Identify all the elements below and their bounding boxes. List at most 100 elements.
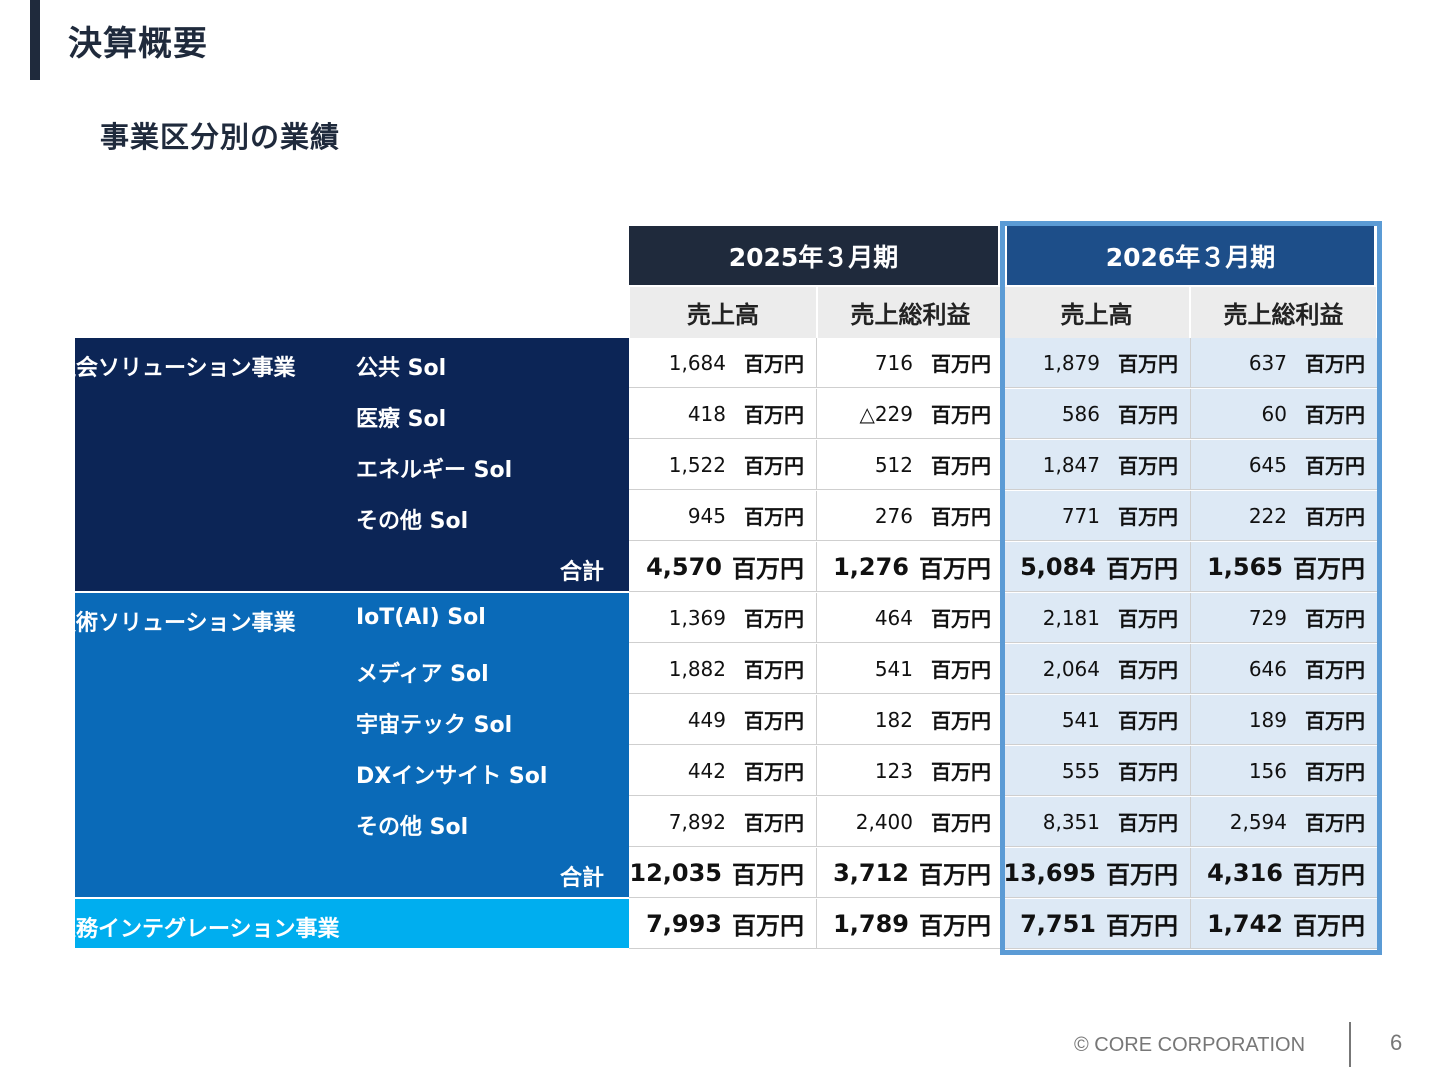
cell-value: 729 [1248,605,1287,630]
cell-value: 123 [874,758,913,783]
cell-unit: 百万円 [1305,811,1365,835]
cell-unit: 百万円 [1118,658,1178,682]
cell-unit: 百万円 [1118,811,1178,835]
table-total-cell: 1,565 百万円 [1191,542,1378,592]
footer-divider [1349,1022,1351,1067]
cell-value: 541 [1061,707,1100,732]
table-cell: 182 百万円 [817,695,1004,745]
cell-unit: 百万円 [931,454,991,478]
table-cell: 771 百万円 [1004,491,1191,541]
segment-name: 産業技術ソリューション事業 [10,611,296,636]
cell-unit: 百万円 [1118,505,1178,529]
cell-unit: 百万円 [1293,861,1365,889]
cell-unit: 百万円 [1118,760,1178,784]
cell-unit: 百万円 [744,658,804,682]
table-cell: 222 百万円 [1191,491,1378,541]
table-cell: 60 百万円 [1191,389,1378,439]
cell-unit: 百万円 [744,760,804,784]
table-cell: 7,892 百万円 [629,797,817,847]
column-header-gross-profit: 売上総利益 [818,287,1003,338]
sub-segment-label: メディア Sol [356,662,489,687]
table-total-cell: 1,276 百万円 [817,542,1004,592]
table-cell: 541 百万円 [1004,695,1191,745]
cell-unit: 百万円 [1106,555,1178,583]
cell-unit: 百万円 [1118,709,1178,733]
cell-value: 156 [1248,758,1287,783]
title-accent-bar [30,0,40,80]
cell-unit: 百万円 [732,861,804,889]
cell-value: 1,879 [1042,350,1100,375]
cell-unit: 百万円 [1305,658,1365,682]
cell-value: 464 [874,605,913,630]
cell-unit: 百万円 [744,607,804,631]
total-value: 1,742 [1207,909,1283,938]
cell-unit: 百万円 [1305,505,1365,529]
table-cell: 716 百万円 [817,338,1004,388]
table-total-cell: 1,742 百万円 [1191,899,1378,949]
cell-unit: 百万円 [931,811,991,835]
table-total-cell: 13,695 百万円 [1003,848,1191,898]
cell-value: 182 [874,707,913,732]
footer-copyright: © CORE CORPORATION [1074,1034,1306,1056]
table-cell: 541 百万円 [817,644,1004,694]
cell-unit: 百万円 [931,505,991,529]
cell-unit: 百万円 [1293,912,1365,940]
table-cell: 276 百万円 [817,491,1004,541]
cell-unit: 百万円 [744,454,804,478]
cell-unit: 百万円 [732,555,804,583]
table-total-cell: 3,712 百万円 [817,848,1004,898]
total-value: 3,712 [833,858,909,887]
total-value: 12,035 [629,858,722,887]
cell-value: 1,684 [668,350,726,375]
table-total-cell: 1,789 百万円 [817,899,1004,949]
table-cell: 645 百万円 [1191,440,1378,490]
total-value: 5,084 [1020,552,1096,581]
total-value: 1,276 [833,552,909,581]
cell-value: 637 [1248,350,1287,375]
cell-unit: 百万円 [931,403,991,427]
cell-value: 1,847 [1042,452,1100,477]
table-cell: 1,684 百万円 [629,338,817,388]
cell-value: 2,181 [1042,605,1100,630]
column-header-gross-profit: 売上総利益 [1191,287,1376,338]
sub-segment-label: その他 Sol [356,815,469,840]
cell-unit: 百万円 [1118,607,1178,631]
cell-value: 1,369 [668,605,726,630]
segment-block [75,899,629,948]
page-title: 決算概要 [68,24,208,64]
cell-unit: 百万円 [931,658,991,682]
cell-value: 418 [687,401,726,426]
segment-name: 顧客業務インテグレーション事業 [10,917,340,942]
total-value: 4,316 [1207,858,1283,887]
table-cell: 2,400 百万円 [817,797,1004,847]
total-value: 1,789 [833,909,909,938]
cell-value: 541 [874,656,913,681]
cell-unit: 百万円 [1305,454,1365,478]
cell-unit: 百万円 [744,403,804,427]
year-header-2026: 2026年３月期 [1007,226,1374,285]
cell-unit: 百万円 [1118,352,1178,376]
cell-unit: 百万円 [919,555,991,583]
segment-block [75,593,629,897]
table-total-cell: 7,993 百万円 [629,899,817,949]
cell-value: 945 [687,503,726,528]
cell-unit: 百万円 [744,709,804,733]
table-cell: △229 百万円 [817,389,1004,439]
table-total-cell: 12,035 百万円 [629,848,817,898]
table-cell: 449 百万円 [629,695,817,745]
table-cell: 1,522 百万円 [629,440,817,490]
cell-unit: 百万円 [744,811,804,835]
table-cell: 418 百万円 [629,389,817,439]
cell-unit: 百万円 [919,861,991,889]
cell-value: 276 [874,503,913,528]
cell-value: △229 [859,401,913,426]
cell-value: 716 [874,350,913,375]
cell-value: 60 [1261,401,1287,426]
cell-unit: 百万円 [931,760,991,784]
table-cell: 1,369 百万円 [629,593,817,643]
cell-value: 586 [1061,401,1100,426]
total-value: 1,565 [1207,552,1283,581]
cell-value: 442 [687,758,726,783]
cell-unit: 百万円 [1305,352,1365,376]
cell-value: 2,594 [1229,809,1287,834]
